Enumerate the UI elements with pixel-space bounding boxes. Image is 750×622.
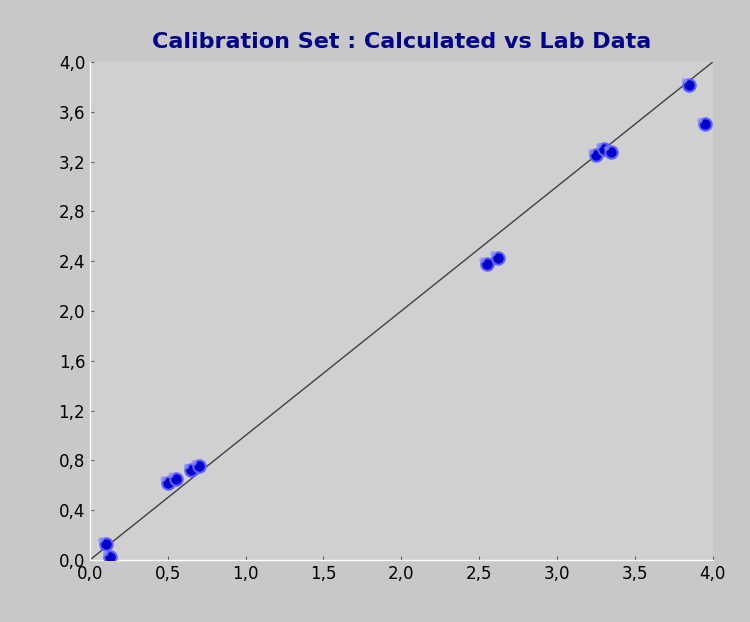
- Point: [165, 470, 177, 480]
- Point: [487, 249, 499, 259]
- Point: [601, 143, 613, 153]
- Point: [158, 474, 170, 484]
- Point: [593, 141, 605, 151]
- Point: [193, 462, 205, 471]
- Point: [679, 76, 691, 86]
- Point: [181, 462, 193, 471]
- Point: [100, 539, 112, 549]
- Point: [95, 535, 107, 545]
- Point: [699, 119, 711, 129]
- Point: [100, 549, 112, 559]
- Point: [585, 147, 597, 157]
- Point: [481, 259, 493, 269]
- Title: Calibration Set : Calculated vs Lab Data: Calibration Set : Calculated vs Lab Data: [152, 32, 651, 52]
- Point: [188, 458, 200, 468]
- Point: [694, 116, 706, 126]
- Point: [605, 147, 617, 157]
- Point: [598, 144, 610, 154]
- Point: [162, 478, 174, 488]
- Point: [170, 474, 182, 484]
- Point: [683, 80, 695, 90]
- Point: [492, 253, 504, 262]
- Point: [104, 552, 116, 562]
- Point: [476, 255, 488, 265]
- Point: [590, 151, 602, 160]
- Point: [185, 465, 197, 475]
